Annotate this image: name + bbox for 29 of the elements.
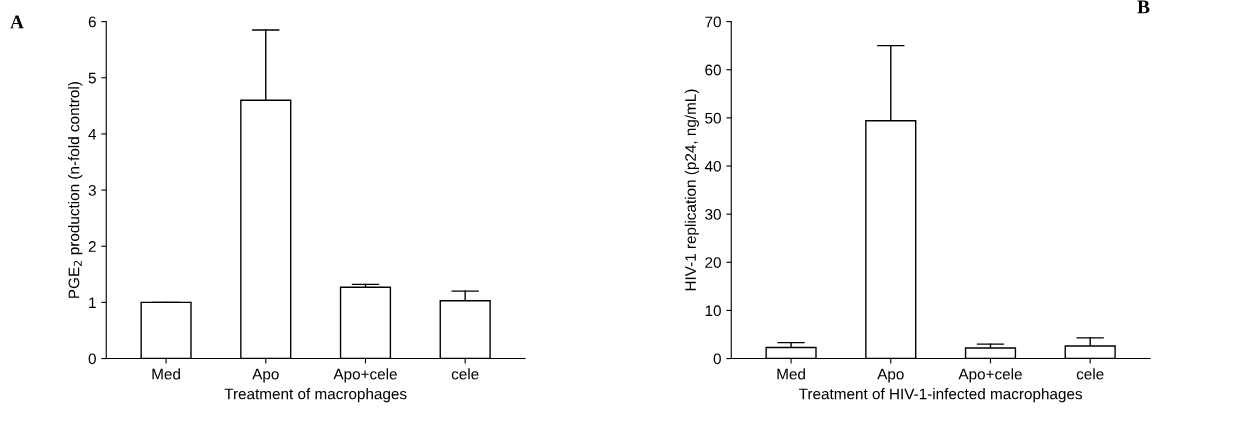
y-tick-label: 6 [88,16,96,28]
y-tick-label: 20 [705,257,721,268]
y-tick-label: 1 [89,297,96,308]
x-tick-label: cele [451,368,479,380]
x-axis-title: Treatment of macrophages [224,388,407,403]
y-axis-title: HIV-1 replication (p24, ng/mL) [684,89,699,291]
y-tick-label: 4 [88,128,97,140]
x-tick-label: Apo [252,368,279,383]
y-tick-label: 10 [705,305,721,317]
chart-title: A [10,15,24,29]
y-tick-label: 3 [88,184,96,196]
y-tick-label: 60 [705,64,721,76]
y-tick-label: 30 [705,209,721,220]
y-tick-label: 40 [704,160,721,172]
y-tick-label: 0 [88,353,96,365]
y-tick-label: 2 [88,241,96,252]
x-tick-label: Apo [877,368,904,383]
x-tick-label: Apo+cele [333,368,397,383]
y-tick-label: 5 [88,72,96,84]
chart-title: B [1137,0,1150,14]
y-axis-title: PGE$_{2}$ production (n-fold control) [68,82,83,298]
x-tick-label: Med [777,368,805,380]
x-tick-label: Med [152,368,180,380]
x-axis-title: Treatment of HIV-1-infected macrophages [799,388,1083,403]
y-tick-label: 0 [713,353,721,365]
y-tick-label: 50 [705,112,721,124]
x-tick-label: cele [1076,368,1104,380]
x-tick-label: Apo+cele [958,368,1022,383]
y-tick-label: 70 [705,16,721,28]
